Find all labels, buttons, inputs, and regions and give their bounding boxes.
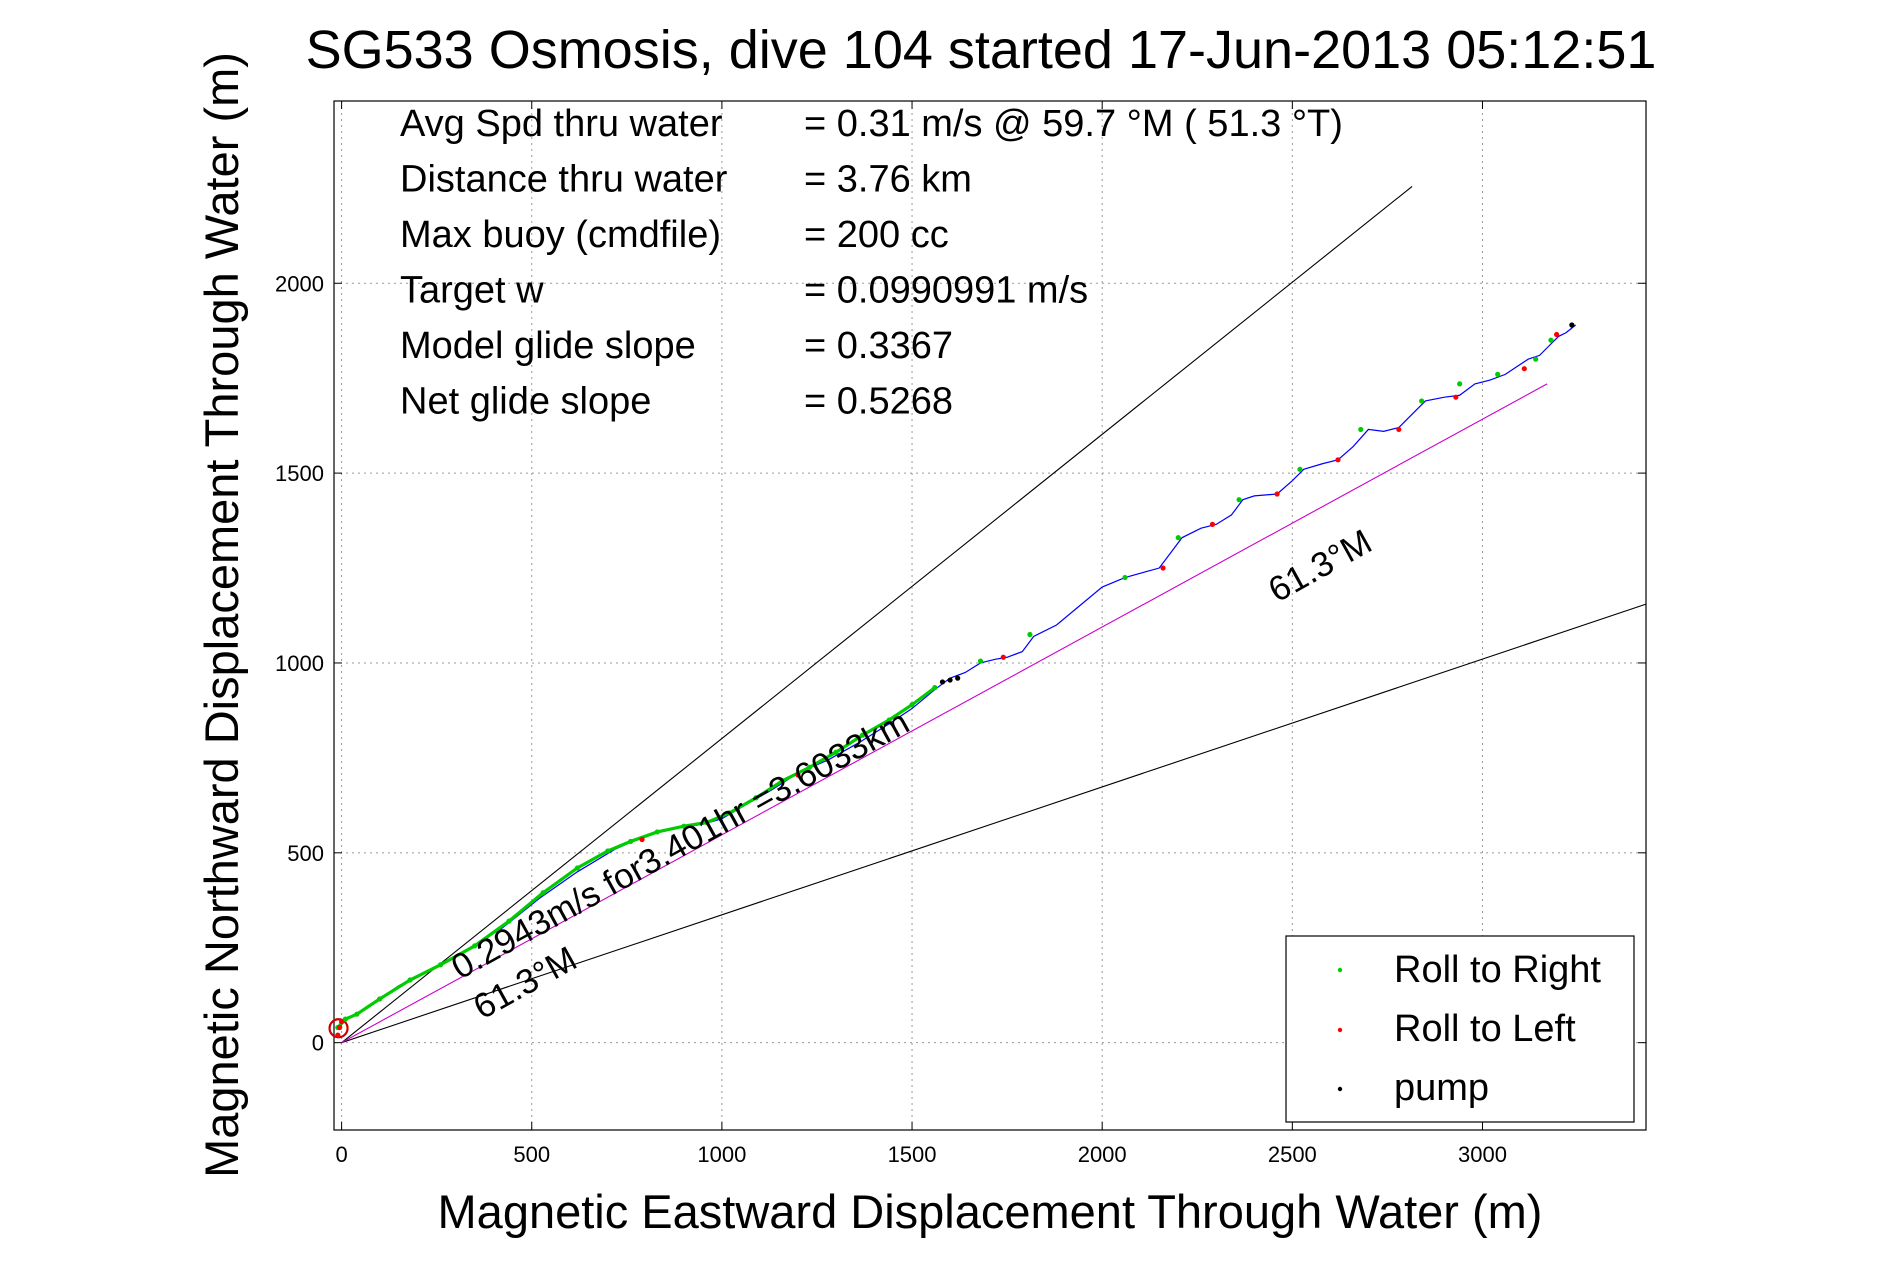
chart-title: SG533 Osmosis, dive 104 started 17-Jun-2…: [306, 20, 1657, 80]
info-label: Target w: [400, 270, 544, 312]
info-label: Model glide slope: [400, 325, 696, 367]
roll-to-right-point: [574, 865, 580, 871]
info-value: = 0.5268: [804, 381, 953, 423]
roll-to-right-point: [1419, 398, 1425, 404]
legend-label-roll-left: Roll to Left: [1394, 1008, 1576, 1050]
roll-to-left-point: [1160, 565, 1166, 571]
x-tick-label: 1000: [697, 1142, 746, 1167]
roll-to-right-point: [1122, 574, 1128, 581]
reference-line: [341, 186, 1413, 1044]
plot-area-frame: [333, 100, 1647, 1131]
roll-to-left-point: [1335, 457, 1341, 463]
info-label: Max buoy (cmdfile): [400, 214, 721, 256]
legend-marker-roll-left: [1337, 1027, 1343, 1033]
roll-to-right-point: [1027, 631, 1033, 638]
roll-to-left-point: [339, 1019, 345, 1025]
info-label: Net glide slope: [400, 381, 651, 423]
roll-to-right-point: [1495, 371, 1501, 377]
roll-to-right-point: [886, 717, 892, 723]
x-tick-label: 3000: [1458, 1142, 1507, 1167]
roll-to-right-point: [1358, 426, 1364, 433]
x-axis-label: Magnetic Eastward Displacement Through W…: [438, 1185, 1543, 1238]
y-tick-label: 1500: [275, 461, 324, 486]
roll-to-right-point: [407, 977, 413, 983]
roll-to-right-point: [540, 890, 546, 896]
tick-labels: 0 500 1000 1500 2000 2500 3000 0 500 1000 1500 2000: [275, 271, 1507, 1167]
roll-to-right-point: [342, 1016, 349, 1022]
roll-to-right-point: [860, 732, 866, 738]
x-tick-label: 2000: [1078, 1142, 1127, 1167]
roll-to-left-point: [1274, 491, 1280, 497]
y-tick-label: 1000: [275, 651, 324, 676]
roll-to-right-point: [472, 943, 478, 949]
roll-to-right-point: [1548, 337, 1554, 343]
roll-to-right-point: [506, 918, 512, 924]
pump-point: [1569, 322, 1575, 328]
reference-line: [341, 383, 1548, 1044]
legend: Roll to Right Roll to Left pump: [1285, 935, 1635, 1123]
y-tick-label: 500: [287, 841, 324, 866]
info-value: = 0.3367: [804, 325, 953, 367]
legend-box: [1285, 935, 1635, 1123]
pump-point: [939, 679, 946, 685]
dive-summary-block: Avg Spd thru water = 0.31 m/s @ 59.7 °M (…: [400, 103, 1343, 423]
roll-to-right-point: [1533, 356, 1539, 362]
roll-to-right-point: [354, 1011, 360, 1017]
roll-to-left-point: [795, 772, 801, 778]
roll-to-left-point: [1000, 654, 1006, 660]
roll-to-right-point: [605, 848, 611, 854]
x-tick-label: 0: [335, 1142, 347, 1167]
roll-to-left-point: [335, 1032, 341, 1038]
legend-marker-roll-right: [1337, 967, 1343, 973]
legend-label-pump: pump: [1394, 1067, 1489, 1109]
roll-to-left-point: [1396, 426, 1402, 433]
y-tick-label: 2000: [275, 271, 324, 296]
roll-to-right-point: [437, 962, 444, 968]
roll-to-right-point: [909, 702, 915, 708]
info-value: = 0.31 m/s @ 59.7 °M ( 51.3 °T): [804, 103, 1343, 145]
roll-to-left-point: [1453, 394, 1459, 400]
roll-to-right-point: [932, 685, 938, 691]
roll-to-right-point: [1175, 535, 1181, 541]
roll-to-left-point: [639, 836, 645, 843]
y-tick-label: 0: [312, 1031, 324, 1056]
roll-to-right-point: [681, 823, 687, 829]
x-tick-label: 2500: [1268, 1142, 1317, 1167]
roll-to-left-point: [1554, 331, 1560, 338]
y-axis-label: Magnetic Northward Displacement Through …: [195, 52, 248, 1178]
roll-to-right-point: [726, 810, 733, 816]
roll-to-right-point: [1236, 497, 1242, 503]
roll-to-left-point: [1209, 521, 1216, 527]
roll-to-right-point: [1297, 466, 1303, 472]
roll-to-right-point: [833, 749, 839, 755]
legend-label-roll-right: Roll to Right: [1394, 949, 1601, 991]
data-points: [335, 322, 1575, 1038]
roll-to-right-point: [654, 829, 660, 835]
reference-lines: [341, 186, 1647, 1044]
roll-to-right-point: [780, 778, 786, 784]
roll-to-right-point: [704, 819, 710, 826]
pump-point: [955, 675, 961, 681]
info-label: Avg Spd thru water: [400, 103, 723, 145]
roll-to-right-point: [628, 838, 634, 845]
roll-to-right-point: [977, 658, 984, 664]
roll-to-right-point: [377, 996, 383, 1002]
roll-to-left-point: [337, 1024, 343, 1031]
reference-line: [341, 603, 1647, 1044]
legend-marker-pump: [1337, 1086, 1343, 1092]
roll-to-right-point: [1457, 381, 1463, 387]
x-tick-label: 500: [513, 1142, 550, 1167]
info-value: = 0.0990991 m/s: [804, 270, 1088, 312]
roll-to-left-point: [1521, 366, 1527, 372]
x-tick-label: 1500: [888, 1142, 937, 1167]
roll-to-right-point: [806, 764, 812, 770]
info-value: = 3.76 km: [804, 159, 972, 201]
info-label: Distance thru water: [400, 159, 728, 201]
pump-point: [947, 677, 953, 683]
info-value: = 200 cc: [804, 214, 949, 256]
roll-to-right-point: [753, 795, 759, 801]
roll-right-dense-track: [336, 686, 936, 1029]
